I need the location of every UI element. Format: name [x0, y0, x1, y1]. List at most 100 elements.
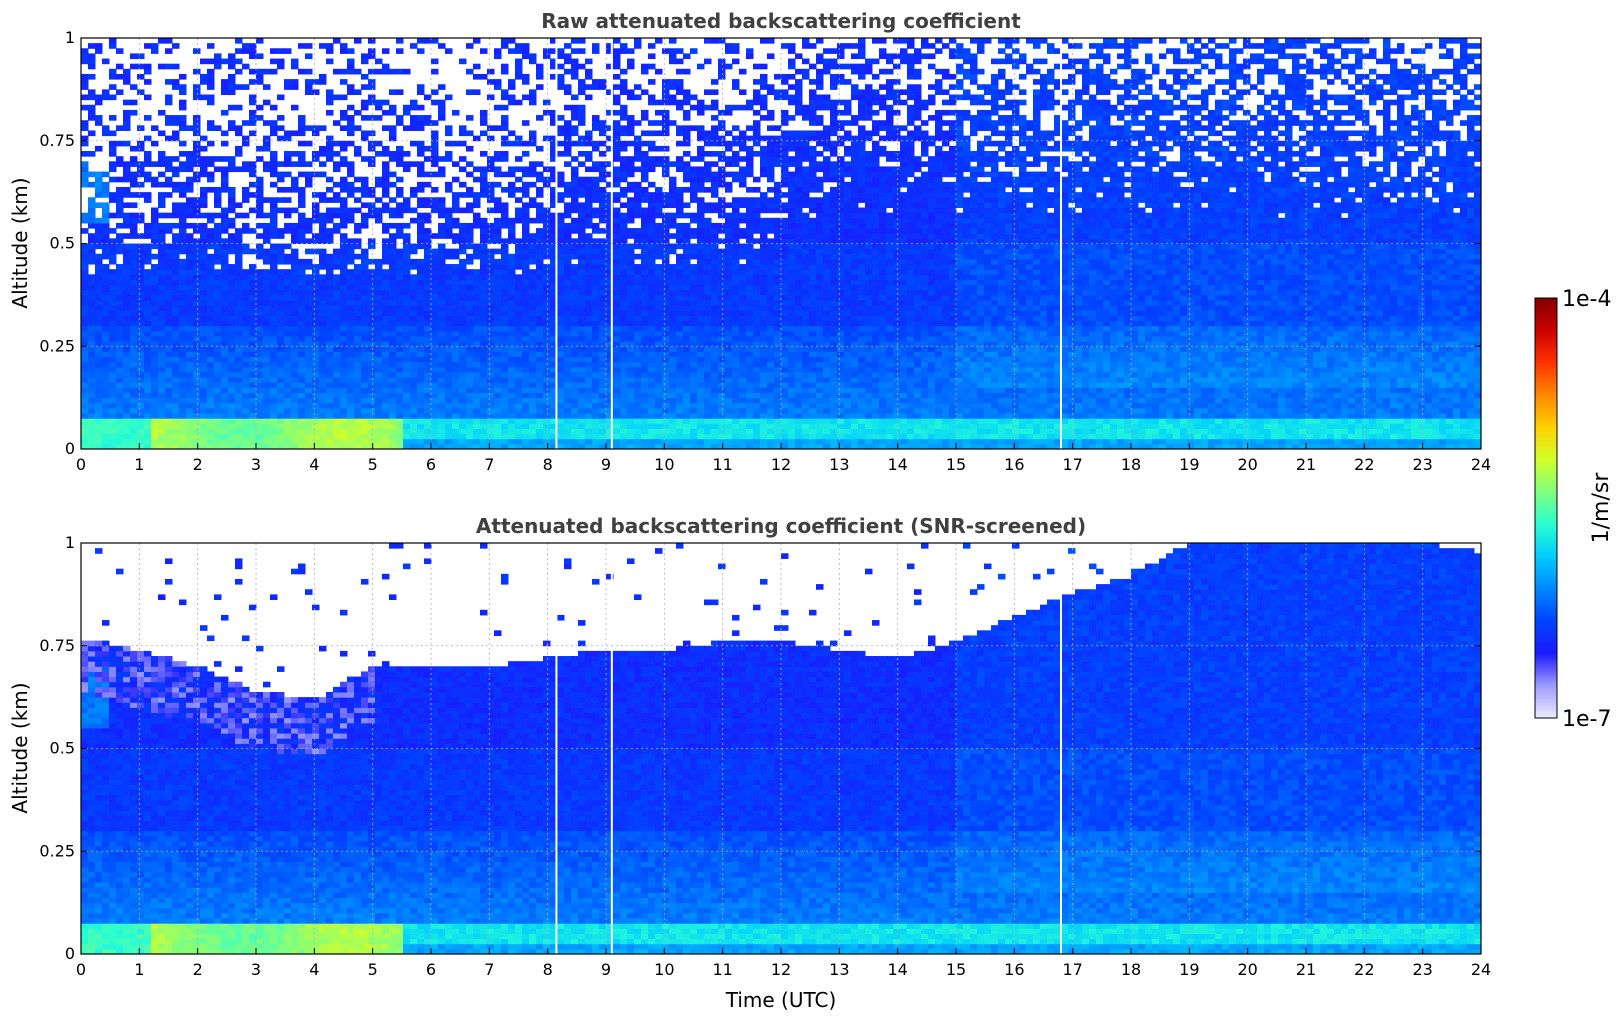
- heatmap-cell: [389, 135, 397, 142]
- heatmap-cell: [242, 366, 250, 373]
- heatmap-cell: [242, 356, 250, 363]
- heatmap-cell: [291, 428, 299, 435]
- heatmap-cell: [606, 197, 614, 203]
- heatmap-cell: [375, 423, 383, 429]
- heatmap-cell: [578, 228, 586, 234]
- heatmap-cell: [186, 377, 194, 383]
- heatmap-cell: [319, 289, 327, 296]
- heatmap-cell: [417, 438, 425, 445]
- heatmap-cell: [529, 202, 537, 209]
- heatmap-cell: [508, 130, 516, 137]
- heatmap-cell: [522, 279, 530, 286]
- heatmap-cell: [536, 351, 544, 358]
- heatmap-cell: [459, 387, 467, 393]
- heatmap-cell: [193, 212, 201, 219]
- heatmap-cell: [564, 300, 572, 306]
- heatmap-cell: [529, 130, 537, 137]
- heatmap-cell: [585, 366, 593, 373]
- heatmap-cell: [109, 279, 117, 286]
- heatmap-cell: [298, 222, 306, 229]
- heatmap-cell: [158, 300, 166, 306]
- heatmap-cell: [564, 351, 572, 358]
- heatmap-cell: [151, 382, 159, 388]
- heatmap-cell: [382, 387, 390, 393]
- heatmap-cell: [354, 145, 362, 152]
- heatmap-cell: [627, 186, 635, 193]
- heatmap-cell: [186, 284, 194, 291]
- heatmap-cell: [564, 407, 572, 414]
- heatmap-cell: [585, 438, 593, 445]
- heatmap-cell: [347, 89, 355, 96]
- heatmap-cell: [508, 407, 516, 414]
- heatmap-cell: [382, 320, 390, 327]
- heatmap-cell: [137, 140, 145, 147]
- heatmap-cell: [249, 418, 257, 424]
- heatmap-cell: [508, 238, 516, 244]
- heatmap-cell: [214, 294, 222, 301]
- heatmap-cell: [487, 284, 495, 291]
- heatmap-cell: [186, 253, 194, 260]
- heatmap-cell: [109, 305, 117, 311]
- heatmap-cell: [606, 366, 614, 373]
- heatmap-cell: [557, 171, 565, 178]
- heatmap-cell: [256, 438, 264, 445]
- heatmap-cell: [116, 207, 124, 214]
- heatmap-cell: [571, 274, 579, 280]
- heatmap-cell: [298, 274, 306, 280]
- heatmap-cell: [424, 269, 432, 275]
- heatmap-cell: [347, 418, 355, 424]
- heatmap-cell: [424, 418, 432, 424]
- heatmap-cell: [81, 346, 89, 352]
- heatmap-cell: [95, 413, 103, 419]
- heatmap-cell: [340, 294, 348, 301]
- heatmap-cell: [361, 264, 369, 270]
- heatmap-cell: [578, 212, 586, 219]
- heatmap-cell: [410, 423, 418, 429]
- heatmap-cell: [487, 161, 495, 167]
- heatmap-cell: [529, 438, 537, 445]
- heatmap-cell: [284, 253, 292, 260]
- heatmap-cell: [200, 94, 208, 101]
- heatmap-cell: [382, 413, 390, 419]
- heatmap-cell: [312, 212, 320, 219]
- heatmap-cell: [417, 310, 425, 316]
- heatmap-cell: [277, 248, 285, 255]
- heatmap-cell: [452, 222, 460, 229]
- heatmap-cell: [249, 320, 257, 327]
- heatmap-cell: [263, 248, 271, 255]
- heatmap-cell: [95, 284, 103, 291]
- heatmap-cell: [284, 151, 292, 157]
- heatmap-cell: [375, 351, 383, 358]
- heatmap-cell: [368, 258, 376, 265]
- heatmap-cell: [627, 294, 635, 301]
- heatmap-cell: [123, 161, 131, 167]
- heatmap-cell: [564, 84, 572, 90]
- heatmap-cell: [494, 413, 502, 419]
- heatmap-cell: [641, 109, 649, 116]
- heatmap-cell: [312, 192, 320, 198]
- heatmap-cell: [144, 243, 152, 250]
- heatmap-cell: [557, 377, 565, 383]
- heatmap-cell: [333, 212, 341, 219]
- heatmap-cell: [109, 284, 117, 291]
- heatmap-cell: [445, 269, 453, 275]
- heatmap-cell: [543, 428, 551, 435]
- heatmap-cell: [361, 253, 369, 260]
- heatmap-cell: [599, 284, 607, 291]
- heatmap-cell: [123, 443, 131, 449]
- heatmap-cell: [81, 84, 89, 90]
- heatmap-cell: [508, 171, 516, 178]
- heatmap-cell: [508, 397, 516, 404]
- heatmap-cell: [578, 413, 586, 419]
- heatmap-cell: [522, 407, 530, 414]
- heatmap-cell: [473, 315, 481, 322]
- heatmap-cell: [88, 423, 96, 429]
- heatmap-cell: [102, 212, 110, 219]
- heatmap-cell: [564, 181, 572, 188]
- heatmap-cell: [151, 305, 159, 311]
- heatmap-cell: [242, 413, 250, 419]
- heatmap-cell: [655, 443, 663, 449]
- heatmap-cell: [200, 222, 208, 229]
- heatmap-cell: [130, 315, 138, 322]
- heatmap-cell: [326, 392, 334, 399]
